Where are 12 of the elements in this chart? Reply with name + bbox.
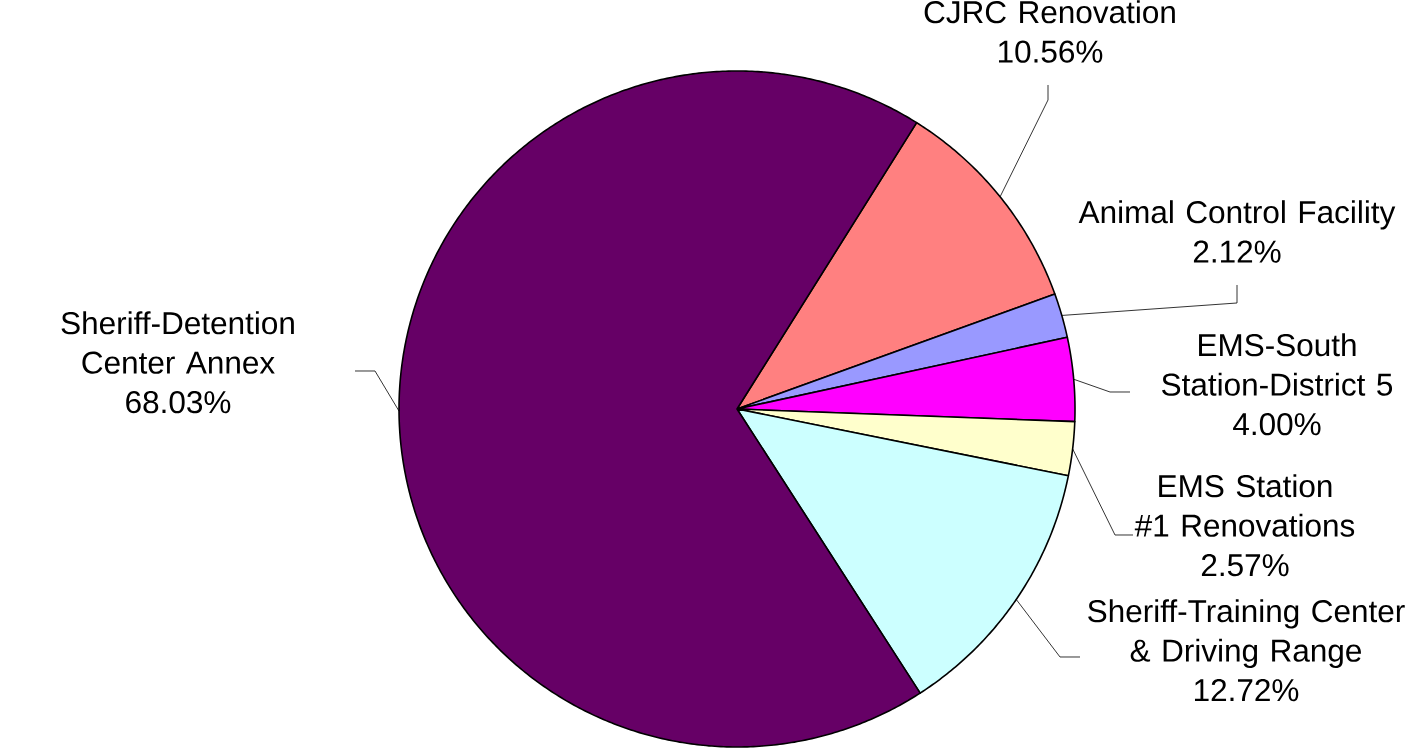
slice-label: Sheriff-Training Center & Driving Range xyxy=(1088,599,1405,669)
data-label: 2.57% xyxy=(1201,554,1289,577)
data-label: 10.56% xyxy=(998,40,1103,63)
slice-label: EMS-South Station-District 5 xyxy=(1162,333,1393,396)
data-label: 4.00% xyxy=(1233,413,1321,436)
data-label: 2.12% xyxy=(1193,240,1281,263)
data-label: 68.03% xyxy=(126,391,231,414)
data-label: 12.72% xyxy=(1194,679,1299,702)
slice-label: EMS Station #1 Renovations xyxy=(1134,474,1355,537)
slice-label: Sheriff-Detention Center Annex xyxy=(61,311,294,374)
slice-label: CJRC Renovation xyxy=(924,0,1175,24)
slice-label: Animal Control Facility xyxy=(1078,200,1396,230)
